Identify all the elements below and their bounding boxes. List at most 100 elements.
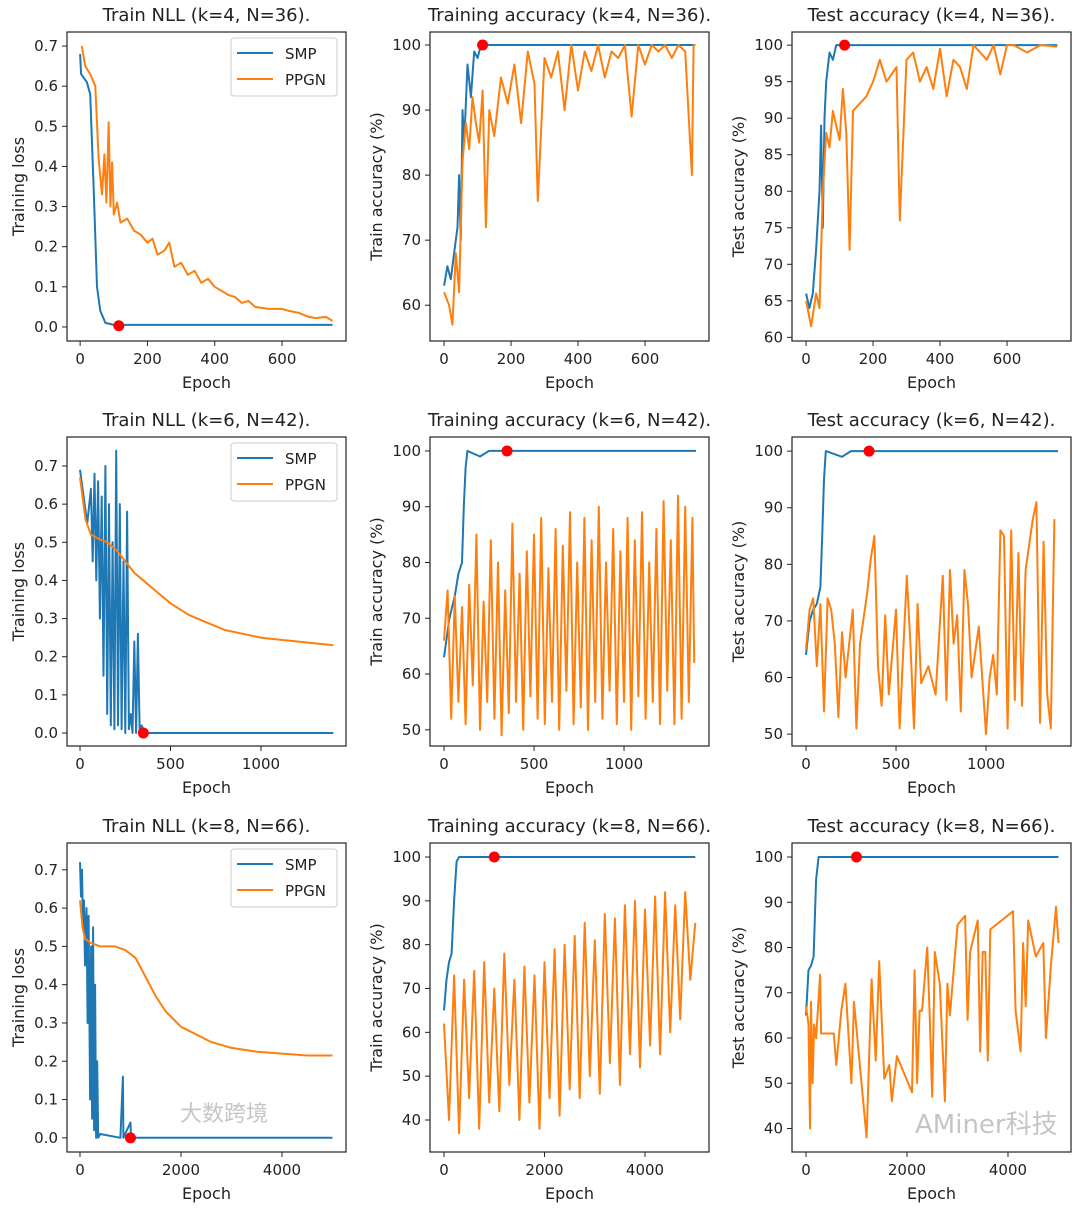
y-tick-label: 0.0 <box>34 724 58 742</box>
y-tick-label: 0.5 <box>34 533 58 551</box>
legend-label-smp: SMP <box>285 45 317 63</box>
subplot-title: Train NLL (k=8, N=66). <box>102 816 311 837</box>
series-line-ppgn <box>805 905 1060 1139</box>
series-line-smp <box>805 856 1059 1016</box>
x-tick-label: 1000 <box>242 755 280 773</box>
series-line-smp <box>79 862 333 1139</box>
y-tick-label: 100 <box>754 848 783 866</box>
y-tick-label: 90 <box>402 498 421 516</box>
x-tick-label: 0 <box>801 755 811 773</box>
series-line-smp <box>443 449 696 658</box>
subplot-title: Train NLL (k=6, N=42). <box>102 410 311 431</box>
best-epoch-marker <box>501 445 513 457</box>
series-line-ppgn <box>443 494 696 737</box>
axes-frame <box>791 842 1072 1153</box>
y-tick-label: 80 <box>764 182 783 200</box>
plot-area <box>805 39 1058 328</box>
x-tick-label: 200 <box>133 350 162 368</box>
y-tick-label: 60 <box>764 669 783 687</box>
x-tick-label: 0 <box>439 755 449 773</box>
series-line-ppgn <box>805 44 1058 328</box>
subplot-title: Training accuracy (k=6, N=42). <box>427 410 711 431</box>
y-tick-label: 70 <box>402 231 421 249</box>
best-epoch-marker <box>113 320 125 332</box>
y-tick-label: 0.7 <box>34 37 58 55</box>
axes-frame <box>429 31 710 342</box>
subplot-6: Test accuracy (k=6, N=42). 0 500 1000 50 60 70… <box>729 410 1072 797</box>
y-tick-label: 0.4 <box>34 571 58 589</box>
x-axis-label: Epoch <box>182 778 231 797</box>
series-line-smp <box>805 44 1058 310</box>
y-tick-label: 60 <box>402 1023 421 1041</box>
y-axis-label: Training loss <box>9 948 28 1048</box>
best-epoch-marker <box>863 445 875 457</box>
y-tick-label: 0.3 <box>34 198 58 216</box>
axes-frame <box>429 842 710 1153</box>
y-tick-label: 0.2 <box>34 238 58 256</box>
y-tick-label: 0.2 <box>34 648 58 666</box>
subplot-5: Training accuracy (k=6, N=42). 0 500 1000 50… <box>367 410 711 797</box>
legend-label-smp: SMP <box>285 450 317 468</box>
y-tick-label: 60 <box>764 1029 783 1047</box>
x-tick-label: 500 <box>156 755 185 773</box>
subplot-title: Train NLL (k=4, N=36). <box>102 5 311 26</box>
subplot-title: Training accuracy (k=8, N=66). <box>427 816 711 837</box>
subplot-1: Train NLL (k=4, N=36). 0 200 400 600 0.0 0.1 0.… <box>9 5 347 392</box>
y-tick-label: 50 <box>764 1074 783 1092</box>
y-tick-label: 80 <box>764 939 783 957</box>
axes-frame <box>66 31 347 342</box>
series-line-smp <box>79 54 333 326</box>
y-tick-label: 80 <box>402 166 421 184</box>
y-axis-label: Train accuracy (%) <box>367 112 386 261</box>
y-tick-label: 100 <box>392 36 421 54</box>
axes-frame <box>791 436 1072 747</box>
y-tick-label: 0.4 <box>34 157 58 175</box>
axes-frame <box>66 436 347 747</box>
y-tick-label: 0.2 <box>34 1052 58 1070</box>
y-tick-label: 60 <box>764 328 783 346</box>
x-tick-label: 0 <box>801 350 811 368</box>
plot-area <box>805 445 1058 736</box>
y-tick-label: 80 <box>764 555 783 573</box>
series-line-ppgn <box>79 900 333 1057</box>
best-epoch-marker <box>839 39 851 51</box>
subplot-7: Train NLL (k=8, N=66). 0 2000 4000 0.0 0.1 0.2… <box>9 816 347 1203</box>
series-line-ppgn <box>805 501 1056 736</box>
best-epoch-marker <box>124 1132 136 1144</box>
x-axis-label: Epoch <box>907 778 956 797</box>
x-tick-label: 4000 <box>989 1161 1027 1179</box>
y-tick-label: 90 <box>764 109 783 127</box>
y-tick-label: 0.6 <box>34 495 58 513</box>
plot-area <box>443 851 697 1135</box>
y-tick-label: 90 <box>402 892 421 910</box>
y-tick-label: 85 <box>764 146 783 164</box>
x-axis-label: Epoch <box>545 1184 594 1203</box>
y-tick-label: 0.3 <box>34 610 58 628</box>
x-tick-label: 0 <box>75 350 85 368</box>
legend: SMP PPGN <box>230 442 338 502</box>
x-tick-label: 400 <box>200 350 229 368</box>
watermark-left: 大数跨境 <box>180 1102 269 1127</box>
x-tick-label: 600 <box>993 350 1022 368</box>
x-tick-label: 2000 <box>162 1161 200 1179</box>
y-tick-label: 100 <box>392 848 421 866</box>
x-tick-label: 600 <box>631 350 660 368</box>
series-line-smp <box>79 449 334 734</box>
x-tick-label: 0 <box>801 1161 811 1179</box>
y-tick-label: 0.4 <box>34 976 58 994</box>
x-axis-label: Epoch <box>545 778 594 797</box>
x-tick-label: 0 <box>439 1161 449 1179</box>
x-tick-label: 4000 <box>626 1161 664 1179</box>
y-tick-label: 0.5 <box>34 937 58 955</box>
y-tick-label: 0.1 <box>34 278 58 296</box>
y-axis-label: Train accuracy (%) <box>367 517 386 666</box>
subplot-title: Training accuracy (k=4, N=36). <box>427 5 711 26</box>
x-axis-label: Epoch <box>907 373 956 392</box>
y-tick-label: 0.0 <box>34 1129 58 1147</box>
x-tick-label: 500 <box>882 755 911 773</box>
y-tick-label: 60 <box>402 665 421 683</box>
plot-area <box>79 45 334 332</box>
plot-area <box>443 39 696 326</box>
series-line-ppgn <box>443 44 696 326</box>
